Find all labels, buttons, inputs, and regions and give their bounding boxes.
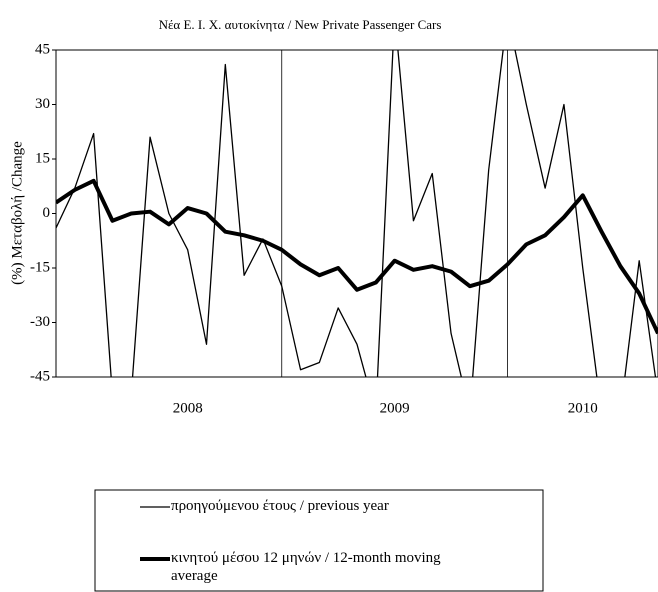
- y-tick-label: 45: [35, 41, 50, 57]
- legend-label-line: προηγούμενου έτους / previous year: [171, 498, 389, 514]
- legend-label-line: κινητού μέσου 12 μηνών / 12-month moving: [171, 550, 441, 566]
- legend-label: κινητού μέσου 12 μηνών / 12-month moving…: [171, 550, 441, 584]
- x-tick-label: 2009: [380, 400, 410, 416]
- y-tick-label: 0: [43, 205, 51, 221]
- y-tick-label: 15: [35, 150, 50, 166]
- legend-box: [94, 489, 544, 592]
- chart-title: Νέα Ε. Ι. Χ. αυτοκίνητα / New Private Pa…: [159, 17, 442, 32]
- plot-area: [56, 50, 658, 377]
- legend-label: προηγούμενου έτους / previous year: [171, 498, 389, 514]
- y-tick-label: -15: [30, 259, 50, 275]
- y-axis-label: (%) Μεταβολή /Change: [9, 141, 25, 285]
- legend-label-line: average: [171, 568, 218, 584]
- line-series: [56, 50, 657, 377]
- y-tick-label: -45: [30, 368, 50, 384]
- y-tick-label: 30: [35, 96, 50, 112]
- y-tick-label: -30: [30, 314, 50, 330]
- x-tick-label: 2010: [568, 400, 598, 416]
- x-tick-label: 2008: [173, 400, 203, 416]
- line-series: [56, 178, 658, 335]
